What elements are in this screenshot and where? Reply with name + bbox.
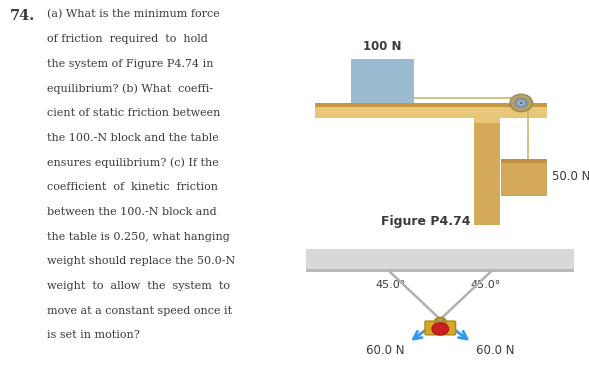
Text: the system of Figure P4.74 in: the system of Figure P4.74 in (47, 59, 213, 69)
Circle shape (514, 98, 528, 108)
Bar (315, 104, 547, 118)
Text: 100 N: 100 N (363, 40, 402, 53)
Bar (501, 159, 546, 163)
Circle shape (517, 100, 525, 106)
Bar (306, 269, 574, 272)
Text: between the 100.-N block and: between the 100.-N block and (47, 207, 216, 217)
Text: weight  to  allow  the  system  to: weight to allow the system to (47, 281, 230, 291)
Text: 50.0 N: 50.0 N (552, 170, 589, 183)
Bar (315, 103, 547, 107)
Bar (501, 159, 546, 195)
Circle shape (432, 323, 449, 335)
Circle shape (520, 102, 522, 104)
Text: Figure P4.74: Figure P4.74 (380, 215, 470, 229)
Bar (475, 118, 500, 123)
Text: 74.: 74. (10, 9, 35, 23)
Text: weight should replace the 50.0-N: weight should replace the 50.0-N (47, 256, 235, 266)
Text: is set in motion?: is set in motion? (47, 330, 140, 340)
Text: (a) What is the minimum force: (a) What is the minimum force (47, 9, 219, 20)
Bar (475, 118, 500, 225)
Circle shape (510, 94, 532, 112)
Text: ensures equilibrium? (c) If the: ensures equilibrium? (c) If the (47, 157, 219, 168)
FancyBboxPatch shape (425, 321, 456, 335)
Text: 45.0°: 45.0° (376, 280, 406, 290)
Text: 60.0 N: 60.0 N (366, 344, 404, 357)
Text: cient of static friction between: cient of static friction between (47, 108, 220, 118)
Text: coefficient  of  kinetic  friction: coefficient of kinetic friction (47, 182, 218, 192)
Text: the 100.-N block and the table: the 100.-N block and the table (47, 133, 219, 143)
Text: the table is 0.250, what hanging: the table is 0.250, what hanging (47, 232, 229, 242)
Text: equilibrium? (b) What  coeffi-: equilibrium? (b) What coeffi- (47, 83, 213, 94)
Bar (306, 249, 574, 269)
Text: 45.0°: 45.0° (470, 280, 500, 290)
Text: of friction  required  to  hold: of friction required to hold (47, 34, 207, 44)
Text: 60.0 N: 60.0 N (477, 344, 515, 357)
Bar (351, 59, 413, 103)
Text: move at a constant speed once it: move at a constant speed once it (47, 306, 232, 316)
